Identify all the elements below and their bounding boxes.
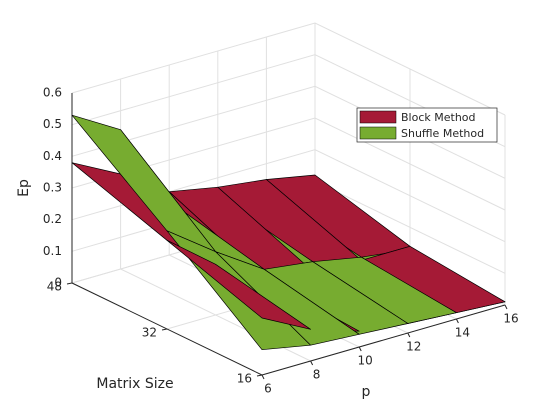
x-tick-label: 16 (503, 312, 518, 326)
x-tick (358, 346, 362, 352)
y-tick-label: 48 (47, 280, 62, 294)
x-tick-label: 8 (313, 368, 321, 382)
y-tick (256, 374, 263, 377)
z-tick-label: 0.5 (43, 117, 62, 131)
x-tick-label: 14 (455, 326, 470, 340)
y-axis-label: Matrix Size (96, 376, 173, 392)
y-tick (66, 282, 73, 285)
x-tick (504, 304, 508, 310)
x-tick-label: 12 (406, 340, 421, 354)
x-tick (310, 360, 314, 366)
legend-label: Shuffle Method (401, 127, 484, 140)
z-tick-label: 0.3 (43, 181, 62, 195)
z-tick-label: 0 (54, 276, 62, 290)
x-tick-label: 10 (358, 354, 373, 368)
y-tick-label: 16 (237, 372, 252, 386)
grid-line (71, 22, 506, 116)
z-tick-label: 0.4 (43, 149, 62, 163)
z-tick-label: 0.2 (43, 212, 62, 226)
legend-swatch (359, 110, 397, 124)
x-axis-label: p (362, 384, 371, 400)
y-tick-label: 32 (142, 326, 157, 340)
x-tick (407, 332, 411, 338)
legend-label: Block Method (401, 111, 476, 124)
surface-patch (166, 239, 311, 330)
x-tick (455, 318, 459, 324)
x-axis (261, 304, 506, 376)
legend-swatch (359, 126, 397, 140)
y-axis (71, 282, 263, 376)
z-tick-label: 0.1 (43, 244, 62, 258)
y-tick (161, 328, 168, 331)
z-axis-label: Ep (16, 179, 32, 197)
x-tick (261, 374, 265, 380)
x-tick-label: 6 (264, 382, 272, 396)
z-tick-label: 0.6 (43, 86, 62, 100)
